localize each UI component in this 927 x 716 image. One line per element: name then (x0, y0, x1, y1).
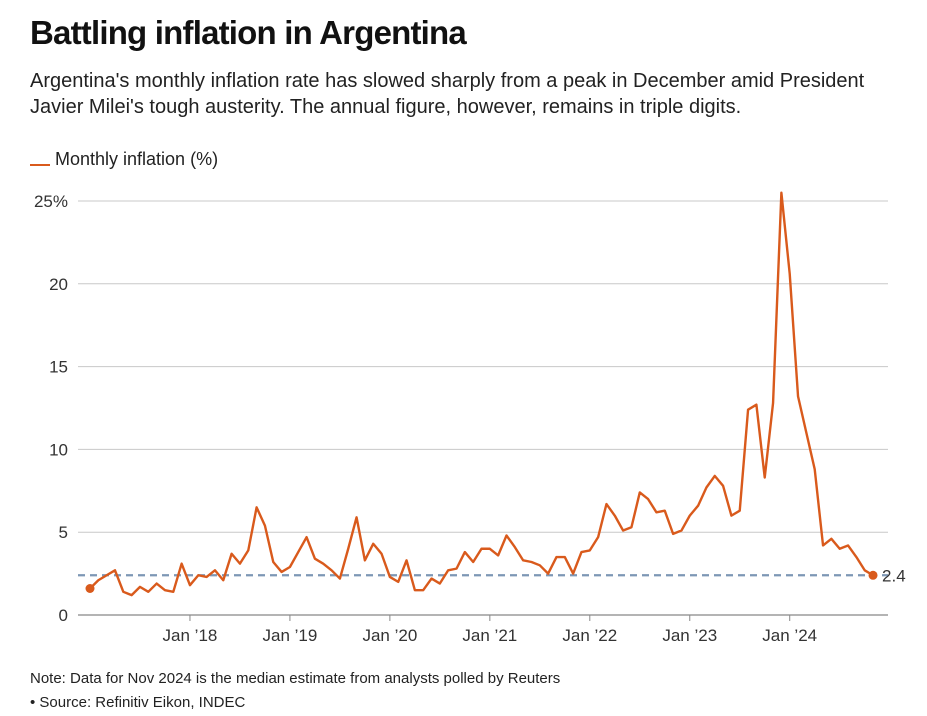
y-tick-label-15: 15 (49, 358, 68, 377)
x-tick-label: Jan ’18 (163, 626, 218, 645)
series-line-monthly-inflation (88, 191, 875, 597)
x-tick-label: Jan ’24 (762, 626, 817, 645)
y-axis-ticks: 0 5 10 15 20 25% (34, 192, 68, 625)
legend: Monthly inflation (%) (30, 149, 218, 170)
end-value-label: 2.4 (882, 566, 906, 585)
grid-lines (78, 200, 888, 616)
y-tick-label-20: 20 (49, 275, 68, 294)
x-tick-label: Jan ’20 (362, 626, 417, 645)
footnote: Note: Data for Nov 2024 is the median es… (30, 670, 561, 687)
line-chart: 0 5 10 15 20 25% Jan ’18 Jan ’19 Jan ’20 Jan ’21… (34, 191, 906, 645)
x-tick-label: Jan ’23 (662, 626, 717, 645)
legend-swatch (30, 163, 50, 166)
x-tick-label: Jan ’22 (562, 626, 617, 645)
x-tick-label: Jan ’21 (462, 626, 517, 645)
y-tick-label-5: 5 (59, 523, 68, 542)
x-tick-label: Jan ’19 (263, 626, 318, 645)
chart-subtitle: Argentina's monthly inflation rate has s… (30, 70, 865, 118)
x-axis-ticks: Jan ’18 Jan ’19 Jan ’20 Jan ’21 Jan ’22 Jan ’… (163, 615, 817, 645)
series-end-point (868, 570, 878, 580)
source-credit: • Source: Refinitiv Eikon, INDEC (30, 694, 246, 711)
y-tick-label-0: 0 (59, 606, 68, 625)
y-tick-label-25: 25% (34, 192, 68, 211)
chart-title: Battling inflation in Argentina (30, 14, 467, 51)
y-tick-label-10: 10 (49, 440, 68, 459)
legend-label: Monthly inflation (%) (55, 149, 219, 169)
series-start-point (85, 584, 95, 594)
